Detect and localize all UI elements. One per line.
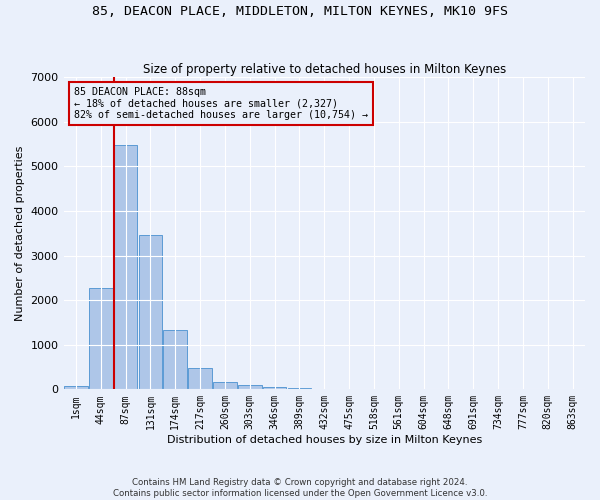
Bar <box>287 388 311 390</box>
Text: 85, DEACON PLACE, MIDDLETON, MILTON KEYNES, MK10 9FS: 85, DEACON PLACE, MIDDLETON, MILTON KEYN… <box>92 5 508 18</box>
Bar <box>163 330 187 390</box>
Bar <box>89 288 113 390</box>
Bar <box>139 236 162 390</box>
Text: 85 DEACON PLACE: 88sqm
← 18% of detached houses are smaller (2,327)
82% of semi-: 85 DEACON PLACE: 88sqm ← 18% of detached… <box>74 86 368 120</box>
X-axis label: Distribution of detached houses by size in Milton Keynes: Distribution of detached houses by size … <box>167 435 482 445</box>
Bar <box>238 385 262 390</box>
Bar <box>64 386 88 390</box>
Bar <box>114 145 137 390</box>
Title: Size of property relative to detached houses in Milton Keynes: Size of property relative to detached ho… <box>143 63 506 76</box>
Bar <box>313 388 336 390</box>
Bar <box>213 382 237 390</box>
Y-axis label: Number of detached properties: Number of detached properties <box>15 146 25 321</box>
Bar <box>263 387 286 390</box>
Bar <box>188 368 212 390</box>
Text: Contains HM Land Registry data © Crown copyright and database right 2024.
Contai: Contains HM Land Registry data © Crown c… <box>113 478 487 498</box>
